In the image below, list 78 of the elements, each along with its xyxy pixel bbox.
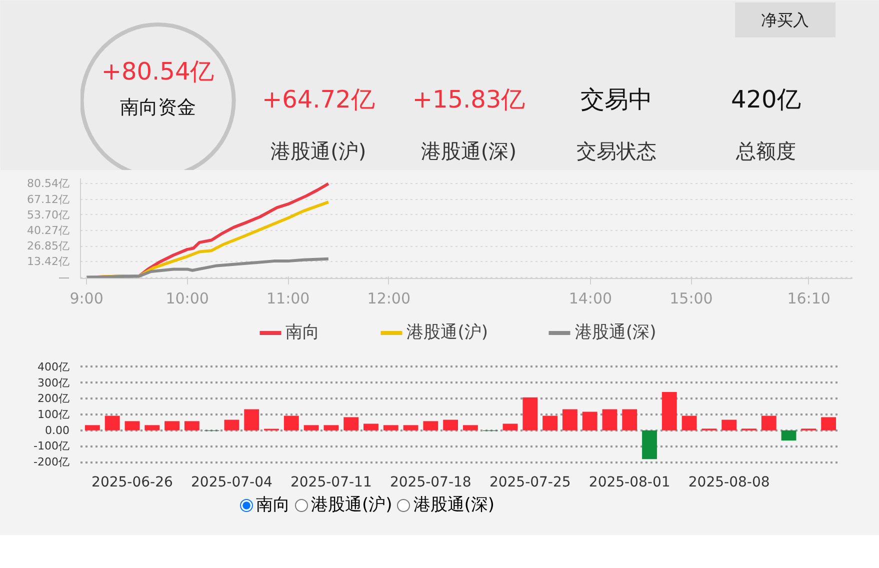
bar [582,412,598,430]
y-tick-label: 400亿 [38,360,70,374]
y-tick-label: 40.27亿 [27,224,70,238]
x-tick-label: 2025-07-11 [290,474,372,490]
x-tick-label: 10:00 [166,290,209,308]
x-tick-label: 2025-07-18 [390,474,472,490]
bar [602,409,618,430]
text: 净买入 [760,10,809,30]
bar [344,417,359,430]
y-tick-label: 67.12亿 [27,192,70,206]
bar [642,430,657,460]
x-tick-label: 12:00 [367,290,411,308]
bar [821,417,836,430]
x-tick-label: 9:00 [70,290,104,308]
text: 港股通(沪) [270,139,366,164]
bar [761,416,776,430]
x-tick-label: 2025-07-25 [489,474,571,490]
bar [284,416,299,430]
text: 交易状态 [576,139,656,164]
legend-label: 南向 [286,322,320,344]
bar [622,409,638,430]
text: 港股通(深) [420,139,517,164]
bar [522,397,538,430]
bar [443,420,458,430]
line-series [85,257,330,278]
bar [304,425,319,430]
y-tick-label: 300亿 [38,376,70,390]
bar [462,425,478,430]
bar [403,425,418,430]
bar [124,421,140,430]
bar [244,409,260,430]
x-tick-label: 11:00 [266,290,310,308]
x-tick-label: 2025-08-01 [588,474,670,490]
text: +15.83亿 [412,86,526,114]
text: 港股通(深) [413,495,495,515]
bar [423,421,438,430]
bar [562,409,578,430]
bar [164,421,180,430]
y-tick-label: 26.85亿 [27,240,70,253]
y-tick-label: 80.54亿 [27,177,70,190]
bar [364,424,378,430]
text: 港股通(沪) [311,495,392,515]
text: 南向资金 [120,96,196,118]
bar [144,425,160,430]
y-tick-label: 100亿 [38,408,70,421]
x-tick-label: 2025-07-04 [191,474,272,490]
bar [383,425,398,430]
bar [224,420,240,430]
legend-label: 港股通(沪) [406,322,488,344]
text: 南向 [256,495,290,515]
x-tick-label: 2025-06-26 [92,474,173,490]
bar [682,416,697,430]
bar [542,416,558,430]
text: 交易中 [580,86,652,114]
bar [84,425,100,430]
text: 420亿 [731,86,801,114]
bar [104,416,120,430]
y-tick-label: -200亿 [34,456,70,469]
y-tick-label: — [58,270,70,284]
text: +80.54亿 [101,57,214,86]
bar [502,424,518,430]
bar [781,430,796,441]
y-tick-label: 53.70亿 [27,208,70,222]
bar [662,392,677,430]
x-tick-label: 15:00 [670,290,713,308]
bar [184,421,200,430]
y-tick-label: 13.42亿 [27,255,70,268]
bar [722,420,737,430]
legend-label: 港股通(深) [575,322,656,344]
bar [324,425,339,430]
x-tick-label: 16:10 [787,290,830,308]
y-tick-label: 200亿 [38,392,70,406]
y-tick-label: 0.00 [45,424,70,437]
y-tick-label: -100亿 [34,440,70,453]
x-tick-label: 14:00 [568,290,612,308]
x-tick-label: 2025-08-08 [688,474,770,490]
text: +64.72亿 [262,86,375,114]
text: 总额度 [734,139,796,164]
